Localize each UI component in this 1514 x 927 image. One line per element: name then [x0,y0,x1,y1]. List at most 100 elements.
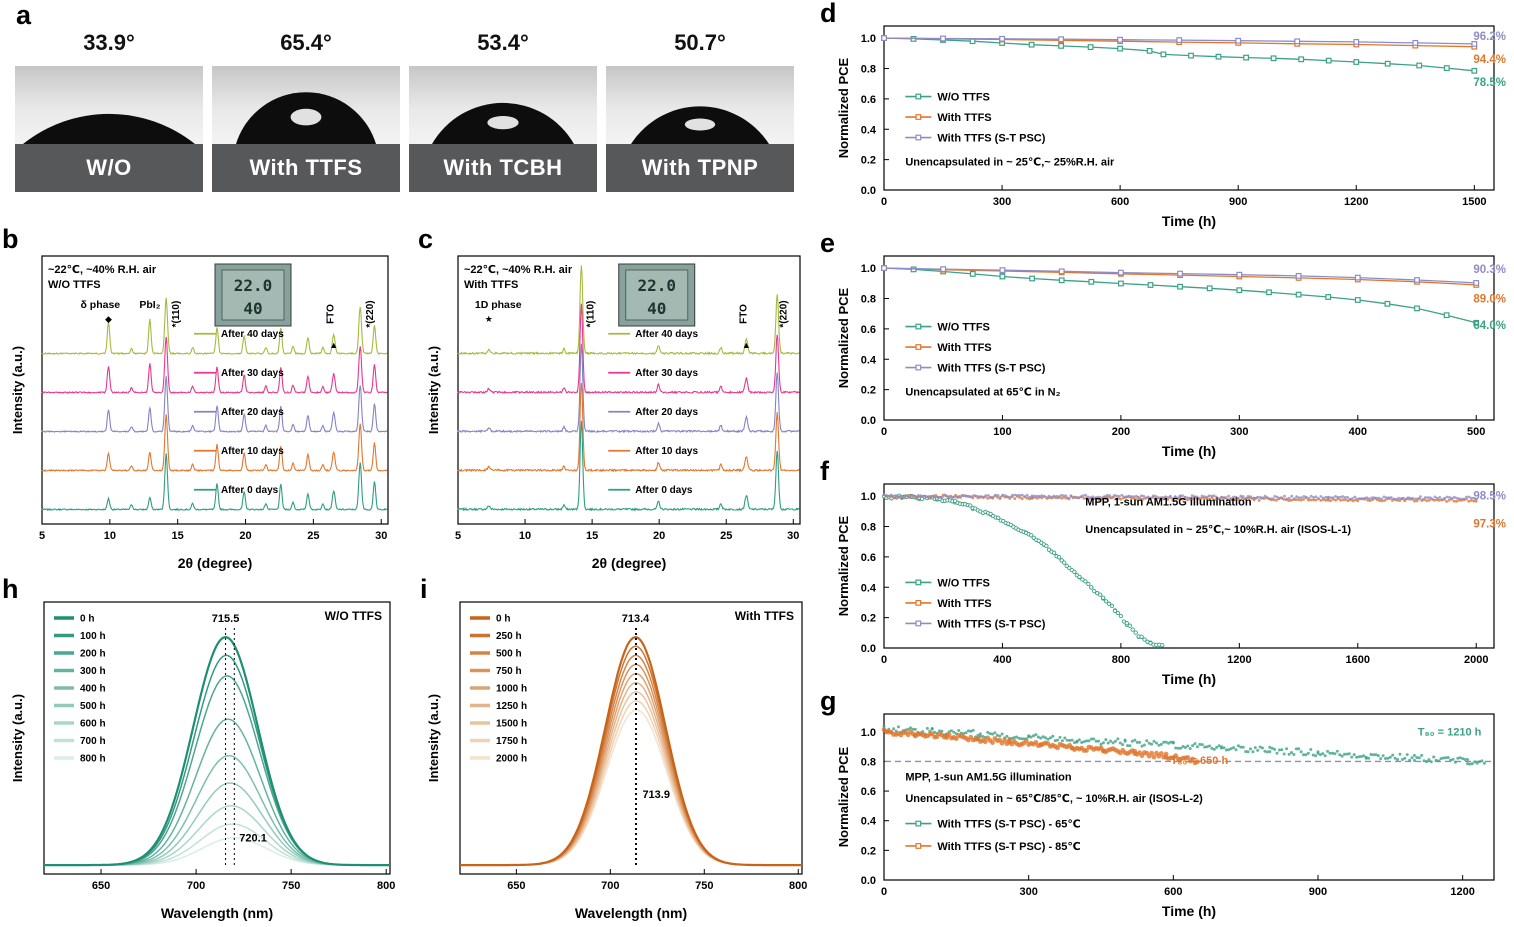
svg-text:1750 h: 1750 h [496,736,527,747]
svg-text:98.5%: 98.5% [1473,490,1506,502]
droplet-image [409,66,597,144]
svg-text:FTO: FTO [738,304,749,324]
svg-text:Wavelength (nm): Wavelength (nm) [575,905,687,921]
svg-text:5: 5 [455,530,461,542]
svg-text:◆: ◆ [105,314,112,324]
svg-text:Unencapsulated in ~ 25℃,~ 25%R: Unencapsulated in ~ 25℃,~ 25%R.H. air [905,156,1115,168]
svg-text:With TTFS (S-T PSC): With TTFS (S-T PSC) [937,363,1045,375]
svg-text:20: 20 [653,530,665,542]
svg-text:FTO: FTO [326,304,337,324]
svg-text:Normalized PCE: Normalized PCE [836,746,851,847]
droplet-image [212,66,400,144]
svg-text:Time (h): Time (h) [1162,213,1216,229]
svg-text:After 20 days: After 20 days [635,407,698,418]
svg-text:1500: 1500 [1462,196,1486,208]
panel-f-mpp-chart: 0 400 800 1200 1600 2000 0.0 0.2 0.4 0.6 0.8 1.0 Tim… [832,474,1508,688]
svg-text:2θ (degree): 2θ (degree) [178,555,252,571]
panel-label-h: h [2,574,19,604]
svg-text:MPP, 1-sun AM1.5G illumination: MPP, 1-sun AM1.5G illumination [905,771,1072,783]
svg-text:15: 15 [172,530,184,542]
svg-text:T₈₀ = 650 h: T₈₀ = 650 h [1171,755,1229,767]
contact-angle-value: 65.4° [280,30,332,55]
svg-text:With TTFS: With TTFS [937,342,991,354]
svg-text:After 30 days: After 30 days [221,368,284,379]
contact-angle-sample-wo: 33.9° W/O [15,30,203,192]
svg-text:0 h: 0 h [80,614,94,625]
svg-text:*(110): *(110) [585,301,596,328]
svg-text:15: 15 [586,530,598,542]
svg-text:Time (h): Time (h) [1162,903,1216,919]
svg-text:Time (h): Time (h) [1162,671,1216,687]
panel-d-svg: 0 300 600 900 1200 1500 0.0 0.2 0.4 0.6 0.8 1.0 Time… [836,25,1506,229]
svg-text:1D phase: 1D phase [475,299,522,311]
svg-text:300: 300 [1230,426,1248,438]
svg-text:T₈₀ = 1210 h: T₈₀ = 1210 h [1418,727,1482,739]
svg-text:100: 100 [993,426,1011,438]
svg-text:0.0: 0.0 [861,643,876,655]
svg-text:Unencapsulated at 65℃ in N₂: Unencapsulated at 65℃ in N₂ [905,386,1060,398]
svg-text:713.9: 713.9 [642,789,670,801]
svg-text:1.0: 1.0 [861,33,876,45]
svg-text:96.2%: 96.2% [1473,31,1506,43]
svg-text:900: 900 [1229,196,1247,208]
svg-text:Unencapsulated in ~ 25℃,~ 10%R: Unencapsulated in ~ 25℃,~ 10%R.H. air (I… [1085,524,1351,536]
svg-text:With TTFS (S-T PSC): With TTFS (S-T PSC) [937,133,1045,145]
svg-text:With TTFS: With TTFS [937,112,991,124]
svg-text:0.6: 0.6 [861,552,876,564]
droplet-shape-0 [23,113,195,144]
svg-text:~22℃, ~40% R.H. air: ~22℃, ~40% R.H. air [464,264,573,276]
svg-text:With TTFS (S-T PSC) - 85℃: With TTFS (S-T PSC) - 85℃ [937,841,1080,853]
svg-text:750: 750 [695,880,713,892]
svg-text:300: 300 [993,196,1011,208]
svg-text:0: 0 [881,654,887,666]
svg-text:0.4: 0.4 [861,582,877,594]
svg-text:*(220): *(220) [779,300,790,327]
panel-f-svg: 0 400 800 1200 1600 2000 0.0 0.2 0.4 0.6 0.8 1.0 Tim… [836,483,1506,687]
svg-text:0.2: 0.2 [861,155,876,167]
svg-text:0.6: 0.6 [861,94,876,106]
svg-text:After 0 days: After 0 days [221,485,279,496]
svg-text:800: 800 [1112,654,1130,666]
contact-angle-value: 33.9° [83,30,135,55]
panel-g-mpp-chart: 0 300 600 900 1200 0.0 0.2 0.4 0.6 0.8 1.0 Time (h)… [832,704,1508,920]
panel-i-pl-chart: 650 700 750 800 Wavelength (nm) Intensity (a.… [424,598,812,922]
panel-e-stability-chart: 0 100 200 300 400 500 0.0 0.2 0.4 0.6 0.8 1.0 Time (… [832,246,1508,460]
panel-label-g: g [820,686,837,716]
svg-text:With TTFS: With TTFS [937,598,991,610]
svg-text:0.8: 0.8 [861,64,876,76]
svg-text:0: 0 [881,426,887,438]
panel-i-svg: 650 700 750 800 Wavelength (nm) Intensity (a.… [426,601,807,921]
svg-text:400: 400 [1349,426,1367,438]
panel-label-c: c [418,224,434,254]
panel-label-f: f [820,456,829,486]
svg-text:After 10 days: After 10 days [635,446,698,457]
svg-text:30: 30 [375,530,387,542]
panel-c-svg: 5 10 15 20 25 30 2θ (degree) Intensity (a.u.) Af… [426,255,801,571]
svg-text:700 h: 700 h [80,736,106,747]
svg-text:600: 600 [1164,886,1182,898]
svg-text:Time (h): Time (h) [1162,443,1216,459]
panel-label-e: e [820,228,836,258]
svg-text:Normalized PCE: Normalized PCE [836,287,851,388]
svg-text:0.4: 0.4 [861,816,877,828]
svg-text:1200: 1200 [1344,196,1368,208]
svg-text:*(220): *(220) [365,300,376,327]
svg-text:5: 5 [39,530,45,542]
svg-text:750 h: 750 h [496,666,522,677]
svg-text:100 h: 100 h [80,631,106,642]
svg-text:2000 h: 2000 h [496,754,527,765]
svg-text:40: 40 [647,299,666,318]
svg-text:▲: ▲ [329,340,338,350]
svg-text:20: 20 [239,530,251,542]
svg-text:0.4: 0.4 [861,124,877,136]
svg-text:0.0: 0.0 [861,415,876,427]
svg-text:With TTFS: With TTFS [735,609,794,623]
svg-text:0.8: 0.8 [861,294,876,306]
svg-text:With TTFS: With TTFS [464,279,518,291]
droplet-shape-2 [432,102,574,144]
svg-text:500 h: 500 h [496,649,522,660]
svg-text:0.0: 0.0 [861,185,876,197]
svg-text:500: 500 [1467,426,1485,438]
svg-text:W/O TTFS: W/O TTFS [937,577,990,589]
svg-text:720.1: 720.1 [239,832,267,844]
